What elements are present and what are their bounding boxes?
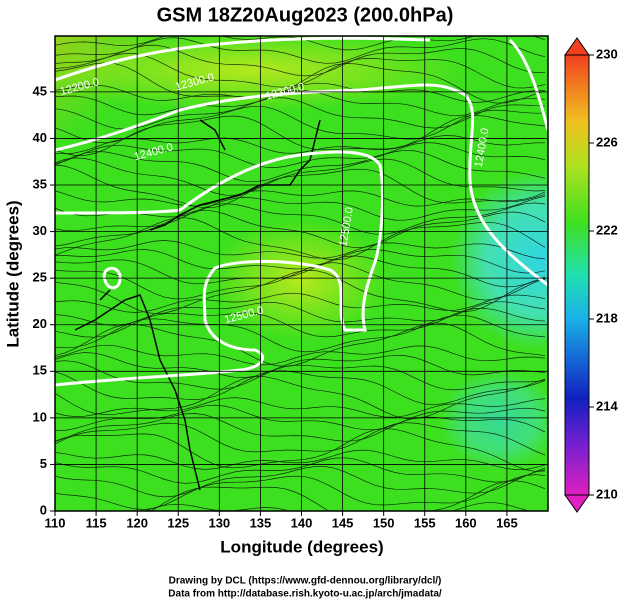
contour-line bbox=[102, 266, 122, 290]
chart-title: GSM 18Z20Aug2023 (200.0hPa) bbox=[157, 4, 454, 26]
colorbar-tick-label: 214 bbox=[596, 398, 618, 413]
streamline bbox=[55, 360, 546, 391]
streamline bbox=[55, 164, 546, 209]
contour-line bbox=[508, 38, 548, 131]
colorbar-tick-label: 230 bbox=[596, 46, 618, 61]
y-tick-label: 15 bbox=[33, 363, 47, 378]
streamline bbox=[55, 413, 546, 443]
colorbar-tick-label: 218 bbox=[596, 310, 618, 325]
streamline bbox=[55, 202, 546, 235]
streamline bbox=[55, 397, 546, 418]
y-tick-label: 40 bbox=[33, 130, 47, 145]
streamline bbox=[55, 157, 546, 196]
y-tick-label: 10 bbox=[33, 409, 47, 424]
x-tick-label: 130 bbox=[208, 515, 230, 530]
colorbar bbox=[564, 54, 590, 496]
streamline bbox=[55, 307, 546, 338]
streamline bbox=[55, 474, 546, 510]
streamline bbox=[55, 428, 546, 472]
streamline bbox=[150, 480, 546, 511]
x-tick-label: 125 bbox=[167, 515, 189, 530]
streamline bbox=[55, 404, 546, 431]
colorbar-cap bbox=[564, 494, 590, 513]
streamline bbox=[55, 62, 546, 104]
x-tick-label: 120 bbox=[126, 515, 148, 530]
x-tick-label: 135 bbox=[250, 515, 272, 530]
y-tick-label: 45 bbox=[33, 83, 47, 98]
streamline bbox=[55, 422, 546, 456]
x-tick-label: 145 bbox=[332, 515, 354, 530]
streamline bbox=[55, 114, 546, 156]
contours bbox=[55, 36, 548, 387]
streamline bbox=[55, 240, 546, 260]
x-tick-label: 155 bbox=[414, 515, 436, 530]
streamline bbox=[55, 314, 546, 353]
streamline bbox=[55, 249, 546, 274]
colorbar-tick-label: 226 bbox=[596, 134, 618, 149]
colorbar-tick-label: 210 bbox=[596, 486, 618, 501]
streamline bbox=[55, 449, 546, 470]
streamline bbox=[55, 457, 546, 484]
colorbar-tick-label: 222 bbox=[596, 222, 618, 237]
streamline bbox=[55, 190, 546, 207]
x-tick-label: 140 bbox=[291, 515, 313, 530]
y-tick-label: 0 bbox=[40, 502, 47, 517]
streamline bbox=[55, 352, 546, 378]
streamline bbox=[55, 262, 546, 301]
colorbar-cap bbox=[564, 37, 590, 56]
x-tick-label: 115 bbox=[86, 515, 107, 530]
streamline bbox=[55, 82, 546, 103]
x-tick-label: 160 bbox=[455, 515, 477, 530]
x-tick-label: 110 bbox=[45, 515, 66, 530]
y-tick-label: 20 bbox=[33, 316, 47, 331]
streamline bbox=[55, 142, 546, 168]
x-tick-label: 150 bbox=[373, 515, 395, 530]
streamline bbox=[55, 105, 545, 144]
footer-line: Drawing by DCL (https://www.gfd-dennou.o… bbox=[169, 576, 442, 587]
x-axis-label: Longitude (degrees) bbox=[220, 537, 383, 556]
streamline bbox=[55, 44, 546, 77]
streamline bbox=[55, 217, 546, 261]
streamline bbox=[55, 97, 546, 130]
y-tick-label: 5 bbox=[40, 456, 47, 471]
warm-area bbox=[210, 220, 390, 340]
contour-line bbox=[55, 83, 548, 287]
y-axis-label: Latitude (degrees) bbox=[3, 200, 22, 347]
coastline bbox=[74, 119, 321, 491]
streamline bbox=[55, 255, 546, 288]
cool-area bbox=[440, 370, 548, 470]
streamline bbox=[55, 376, 546, 420]
streamline bbox=[55, 344, 546, 366]
streamline bbox=[55, 89, 546, 117]
footer-line: Data from http://database.rish.kyoto-u.a… bbox=[168, 589, 442, 600]
y-tick-label: 30 bbox=[33, 223, 47, 238]
x-tick-label: 165 bbox=[496, 515, 518, 530]
contour-line bbox=[55, 150, 384, 387]
contour-line bbox=[55, 36, 431, 82]
y-tick-label: 35 bbox=[33, 176, 47, 191]
streamline bbox=[55, 466, 546, 498]
y-tick-label: 25 bbox=[33, 270, 47, 285]
streamline bbox=[143, 502, 531, 511]
streamline bbox=[55, 292, 546, 313]
streamline bbox=[55, 53, 546, 89]
streamline bbox=[55, 370, 546, 406]
